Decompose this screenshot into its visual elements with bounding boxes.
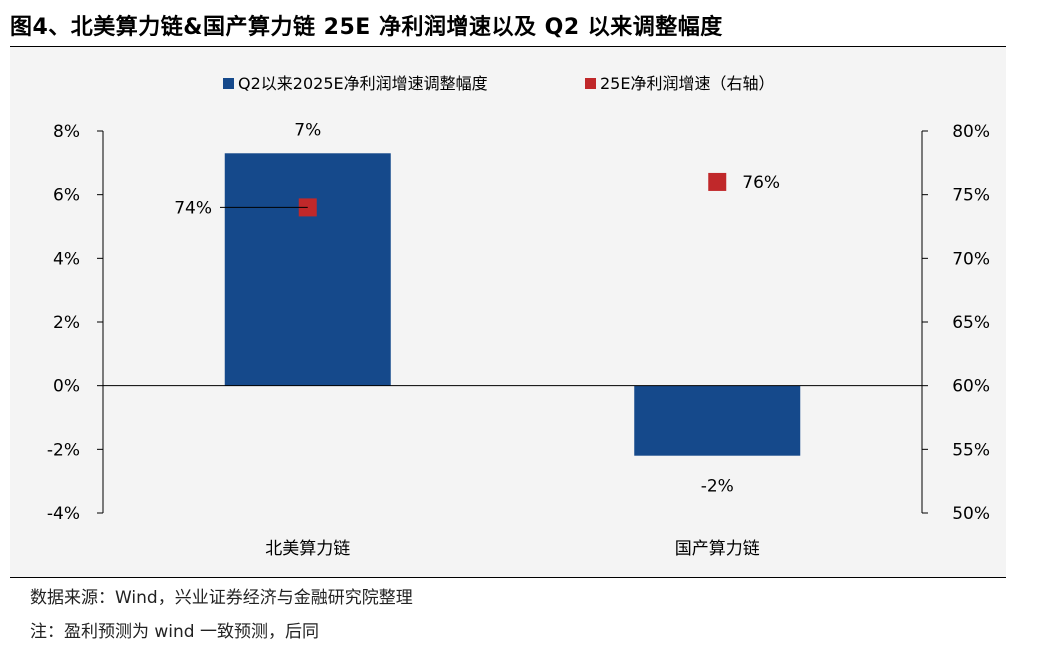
right-axis-tick-label: 55% [952,440,990,460]
title-divider [10,46,1006,47]
legend-label-bar: Q2以来2025E净利润增速调整幅度 [238,74,488,93]
data-labels: 7% -2% 74% 76% [174,120,780,496]
right-axis-tick-label: 65% [952,313,990,333]
right-axis-tick-label: 80% [952,122,990,142]
left-axis-tick-label: 6% [53,186,80,206]
left-axis-tick-label: 8% [53,122,80,142]
chart-background [10,47,1006,578]
right-axis-tick-label: 70% [952,249,990,269]
left-axis-tick-label: 2% [53,313,80,333]
footnote: 注：盈利预测为 wind 一致预测，后同 [30,622,319,642]
left-axis-tick-label: -4% [47,504,80,524]
legend-swatch-marker [585,78,596,89]
legend-label-marker: 25E净利润增速（右轴） [600,74,774,93]
right-axis-tick-label: 60% [952,377,990,397]
source-note: 数据来源：Wind，兴业证券经济与金融研究院整理 [30,588,413,608]
right-axis-tick-label: 75% [952,186,990,206]
legend: Q2以来2025E净利润增速调整幅度 25E净利润增速（右轴） [223,74,774,93]
bar-series [103,153,922,456]
x-axis-labels: 北美算力链 国产算力链 [265,539,760,559]
bar-data-label: -2% [701,477,734,497]
left-axis-tick-label: 0% [53,377,80,397]
marker-data-label: 76% [742,173,780,193]
right-axis: 80% 75% 70% 65% 60% 55% 50% [921,122,990,524]
x-category-label: 国产算力链 [675,539,760,559]
legend-swatch-bar [223,78,234,89]
left-axis-tick-label: 4% [53,249,80,269]
bar-data-label: 7% [294,120,321,140]
marker-point [708,172,727,191]
left-axis: 8% 6% 4% 2% 0% -2% -4% [47,122,104,524]
chart-title: 图4、北美算力链&国产算力链 25E 净利润增速以及 Q2 以来调整幅度 [10,15,723,40]
bar [224,153,391,386]
x-category-label: 北美算力链 [265,539,350,559]
left-axis-tick-label: -2% [47,440,80,460]
right-axis-tick-label: 50% [952,504,990,524]
bar [634,385,801,456]
footer-divider [10,577,1006,578]
marker-data-label: 74% [174,198,212,218]
